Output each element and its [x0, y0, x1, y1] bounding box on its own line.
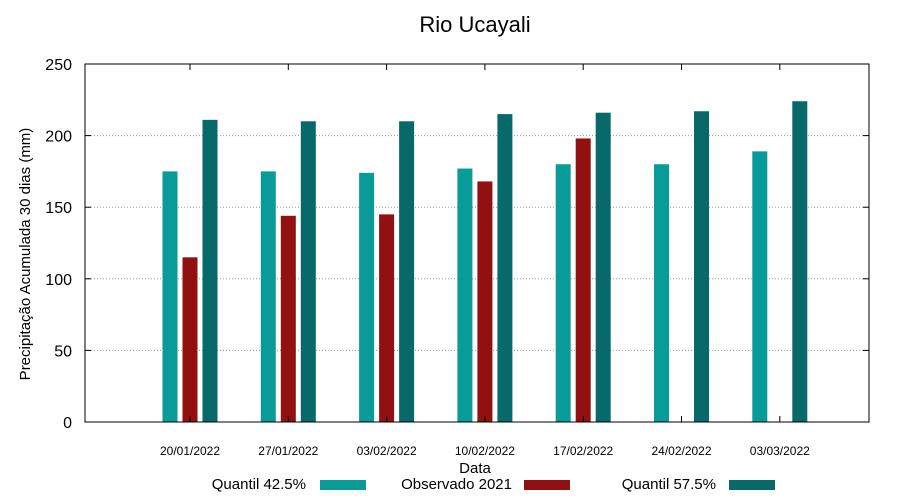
x-axis-ticks: 20/01/2022 27/01/2022 03/02/2022 10/02/2022… [160, 64, 810, 458]
bar-quantil-57-5--5 [694, 111, 709, 423]
bar-quantil-57-5--3 [497, 114, 513, 423]
y-tick-label: 0 [63, 415, 72, 432]
bar-quantil-42-5--5 [654, 164, 669, 423]
y-tick-label: 100 [45, 272, 72, 289]
y-tick-label: 200 [45, 129, 72, 146]
bar-quantil-42-5--0 [162, 171, 178, 422]
y-tick-label: 250 [45, 57, 72, 74]
x-tick-label: 24/02/2022 [651, 444, 711, 458]
bar-quantil-57-5--6 [792, 101, 808, 423]
bar-quantil-57-5--4 [595, 112, 611, 423]
bar-quantil-57-5--2 [399, 121, 415, 422]
bar-quantil-42-5--1 [260, 171, 276, 422]
x-axis-label: Data [459, 460, 491, 477]
x-tick-label: 10/02/2022 [455, 444, 515, 458]
x-tick-label: 27/01/2022 [258, 444, 318, 458]
bar-quantil-42-5--3 [457, 168, 473, 422]
legend-label: Quantil 42.5% [212, 476, 306, 493]
y-tick-label: 50 [54, 343, 72, 360]
legend-label: Observado 2021 [401, 476, 512, 493]
bar-quantil-57-5--0 [202, 119, 218, 423]
bar-quantil-42-5--2 [359, 172, 375, 422]
bar-observado-2021-2 [379, 214, 395, 422]
bar-observado-2021-1 [280, 215, 296, 422]
bar-quantil-42-5--4 [555, 164, 571, 423]
legend-label: Quantil 57.5% [622, 476, 716, 493]
y-axis-ticks: 0 50 100 150 200 250 [45, 57, 869, 432]
legend-swatch [729, 480, 775, 490]
y-axis-label: Precipitação Acumulada 30 dias (mm) [17, 128, 34, 381]
legend-swatch [320, 480, 366, 490]
bar-quantil-57-5--1 [300, 121, 316, 422]
x-tick-label: 20/01/2022 [160, 444, 220, 458]
bar-observado-2021-0 [182, 257, 198, 422]
bar-observado-2021-3 [477, 181, 493, 422]
x-tick-label: 03/03/2022 [750, 444, 810, 458]
plot-frame [84, 63, 870, 423]
x-tick-label: 17/02/2022 [553, 444, 613, 458]
chart-title: Rio Ucayali [419, 12, 530, 37]
bar-observado-2021-4 [575, 138, 591, 423]
legend: Quantil 42.5% Observado 2021 Quantil 57.5% [212, 476, 775, 493]
x-tick-label: 03/02/2022 [357, 444, 417, 458]
legend-swatch [524, 480, 570, 490]
bars [162, 101, 808, 423]
y-tick-label: 150 [45, 200, 72, 217]
bar-quantil-42-5--6 [752, 151, 768, 423]
